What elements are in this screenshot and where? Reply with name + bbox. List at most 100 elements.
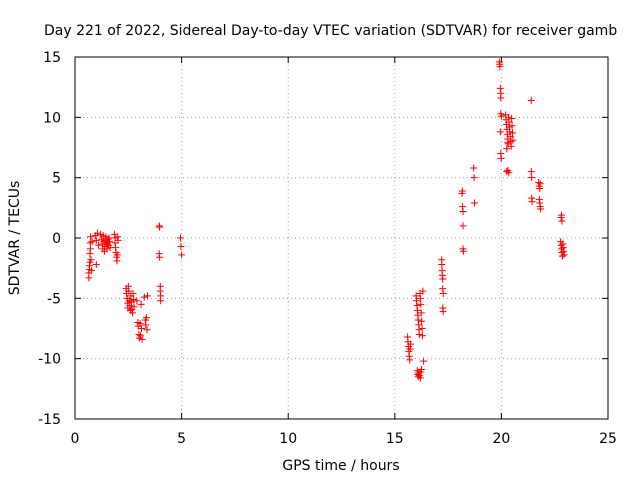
data-point	[406, 356, 414, 364]
data-point	[439, 308, 447, 316]
data-point	[497, 94, 505, 102]
x-tick-label: 0	[71, 431, 80, 447]
data-point	[94, 241, 102, 249]
data-point	[439, 290, 447, 298]
data-point	[157, 297, 165, 305]
y-tick-label: -15	[38, 412, 61, 428]
data-point	[87, 256, 95, 264]
data-point	[419, 287, 427, 295]
data-point	[504, 139, 512, 147]
data-point	[92, 261, 100, 269]
data-point	[156, 223, 164, 231]
data-point	[471, 199, 479, 207]
data-point	[415, 331, 423, 339]
x-tick-label: 20	[492, 431, 510, 447]
data-point	[459, 222, 467, 230]
data-point	[126, 302, 134, 310]
grid	[75, 57, 608, 419]
x-tick-label: 25	[599, 431, 617, 447]
plot-frame	[74, 56, 609, 420]
data-point	[496, 128, 504, 136]
data-point	[87, 233, 95, 241]
data-point	[138, 325, 146, 332]
data-point	[537, 205, 545, 213]
data-point	[508, 115, 516, 123]
data-point	[86, 245, 94, 253]
data-point	[527, 96, 535, 104]
data-point	[114, 251, 122, 259]
data-point	[418, 317, 426, 325]
data-point	[133, 297, 141, 305]
data-point	[143, 326, 151, 334]
y-tick-label: 10	[43, 110, 61, 126]
y-axis-title: SDTVAR / TECUs	[7, 181, 23, 296]
data-point	[528, 198, 536, 206]
data-point	[129, 290, 137, 298]
data-point	[470, 174, 478, 182]
data-point	[508, 122, 516, 130]
data-point	[418, 325, 426, 332]
data-point	[417, 366, 425, 374]
data-points	[85, 58, 568, 382]
x-axis-title: GPS time / hours	[282, 458, 399, 474]
data-point	[420, 357, 428, 365]
y-tick-label: 5	[52, 171, 61, 187]
y-tick-label: 15	[43, 50, 61, 66]
data-point	[125, 287, 133, 295]
data-point	[509, 136, 517, 144]
data-point	[508, 129, 516, 137]
data-point	[106, 238, 114, 246]
data-point	[505, 169, 513, 177]
data-point	[136, 320, 144, 328]
data-point	[458, 187, 466, 195]
data-point	[177, 234, 185, 242]
data-point	[130, 296, 138, 304]
data-point	[416, 374, 424, 382]
y-tick-label: -10	[38, 352, 61, 368]
y-tick-label: 0	[52, 231, 61, 247]
x-tick-label: 10	[279, 431, 297, 447]
data-point	[558, 217, 566, 225]
data-point	[459, 207, 467, 215]
data-point	[88, 238, 96, 246]
axis-ticks: 0 5 10 15 20 25 -15 -10 -5 0 5 10 15	[38, 50, 617, 447]
data-point	[470, 164, 478, 172]
data-point	[140, 293, 148, 301]
data-point	[558, 252, 566, 260]
data-point	[503, 145, 511, 153]
data-point	[113, 257, 121, 265]
x-tick-label: 15	[386, 431, 404, 447]
data-point	[496, 63, 504, 71]
data-point	[138, 335, 146, 343]
data-point	[438, 261, 446, 269]
data-point	[142, 321, 150, 329]
chart-title: Day 221 of 2022, Sidereal Day-to-day VTE…	[44, 23, 617, 39]
data-point	[156, 253, 164, 261]
data-point	[142, 314, 150, 322]
data-point	[136, 332, 144, 340]
data-point	[416, 294, 424, 302]
data-point	[497, 154, 505, 162]
data-point	[417, 300, 425, 308]
data-point	[439, 275, 447, 283]
data-point	[93, 229, 101, 237]
data-point	[92, 236, 100, 244]
data-point	[558, 211, 566, 219]
data-point	[497, 112, 505, 120]
data-point	[88, 267, 96, 275]
data-point	[419, 332, 427, 340]
data-point	[86, 239, 94, 247]
data-point	[178, 251, 186, 259]
data-point	[143, 292, 151, 300]
data-point	[528, 174, 536, 182]
data-point	[459, 247, 467, 255]
data-point	[103, 245, 111, 253]
data-point	[417, 309, 425, 317]
data-point	[114, 236, 122, 244]
y-tick-label: -5	[47, 291, 61, 307]
x-tick-label: 5	[177, 431, 186, 447]
data-point	[560, 251, 568, 259]
data-point	[527, 168, 535, 176]
data-point	[129, 309, 137, 317]
